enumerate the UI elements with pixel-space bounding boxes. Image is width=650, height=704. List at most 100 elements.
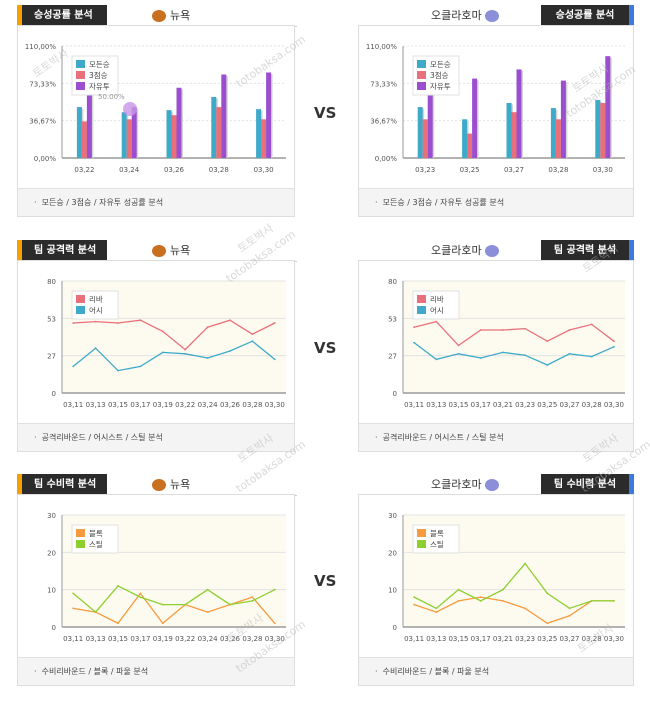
bar xyxy=(605,56,611,158)
x-tick-label: 03,15 xyxy=(448,635,468,643)
team-name: 뉴욕 xyxy=(170,478,191,491)
bar xyxy=(266,72,272,158)
x-tick-label: 03,17 xyxy=(130,635,150,643)
panel-footer: · 공격리바운드 / 어시스트 / 스틸 분석 xyxy=(359,423,633,451)
data-point xyxy=(590,599,593,602)
x-tick-label: 03,13 xyxy=(426,401,446,409)
x-tick-label: 03,28 xyxy=(582,401,602,409)
data-point xyxy=(479,329,482,331)
legend-label: 자유투 xyxy=(89,82,110,91)
footer-text: 수비리바운드 / 블록 / 파울 분석 xyxy=(41,667,149,676)
data-point xyxy=(457,344,460,347)
x-tick-label: 03,17 xyxy=(471,635,491,643)
x-tick-label: 03,23 xyxy=(515,401,535,409)
bar xyxy=(211,96,217,158)
panel-right-success: 0,00% 36,67% 73,33% 110,00% 03,23 03,25 03,27 0… xyxy=(358,25,634,217)
x-tick-label: 03,22 xyxy=(175,635,195,643)
data-point xyxy=(524,327,526,330)
bar xyxy=(131,107,137,158)
team-left: 뉴욕 xyxy=(152,478,190,492)
legend-swatch xyxy=(76,529,85,537)
y-tick-label: 0 xyxy=(393,390,397,398)
y-tick-label: 0 xyxy=(52,624,56,632)
y-tick-label: 36,67% xyxy=(29,118,56,126)
y-tick-label: 0,00% xyxy=(375,155,398,163)
section-tab-label: 승성공률 분석 xyxy=(34,10,93,21)
y-tick-label: 110,00% xyxy=(25,43,56,51)
legend-label: 블록 xyxy=(89,529,103,538)
panel-footer: · 수비리바운드 / 블록 / 파울 분석 xyxy=(18,657,294,685)
y-tick-label: 73,33% xyxy=(29,80,56,88)
legend-label: 자유투 xyxy=(430,82,451,91)
team-name: 오클라호마 xyxy=(431,9,482,22)
legend-swatch xyxy=(417,295,426,303)
series-line xyxy=(72,340,276,372)
data-point xyxy=(251,599,254,602)
footer-text: 모든승 / 3점승 / 자유투 성공률 분석 xyxy=(41,198,164,207)
legend-label: 스틸 xyxy=(430,540,444,549)
y-tick-label: 53 xyxy=(388,315,397,323)
panel-footer: · 모든승 / 3점승 / 자유투 성공률 분석 xyxy=(359,188,633,216)
data-point xyxy=(502,599,504,602)
data-point xyxy=(568,607,571,610)
section-tab-right: 승성공률 분석 xyxy=(541,5,634,27)
data-point xyxy=(273,358,276,361)
legend-swatch xyxy=(417,529,426,537)
legend-label: 블록 xyxy=(430,529,444,538)
section-tab-left: 팀 수비력 분석 xyxy=(17,474,107,496)
data-point xyxy=(161,351,164,354)
knicks-logo-icon xyxy=(152,10,166,22)
data-point xyxy=(546,592,549,595)
data-point xyxy=(72,607,75,610)
section-tab-left: 승성공률 분석 xyxy=(17,5,107,27)
bar xyxy=(550,108,556,158)
team-name: 오클라호마 xyxy=(431,244,482,257)
bar xyxy=(516,69,522,158)
legend-label: 모든승 xyxy=(430,60,451,69)
legend-swatch xyxy=(417,540,426,548)
x-tick-label: 03,24 xyxy=(198,635,219,643)
data-point xyxy=(435,611,438,613)
chart-left-success: 0,00% 36,67% 73,33% 110,00% 03,22 03,24 03,26 0… xyxy=(25,43,286,174)
data-point xyxy=(524,354,526,357)
data-point xyxy=(546,340,549,343)
x-tick-label: 03,28 xyxy=(242,401,262,409)
data-point xyxy=(184,352,187,355)
bar xyxy=(171,115,177,158)
y-tick-label: 36,67% xyxy=(370,118,397,126)
x-tick-label: 03,22 xyxy=(175,401,195,409)
bar xyxy=(176,87,182,158)
data-point xyxy=(139,596,142,599)
y-tick-label: 73,33% xyxy=(370,80,397,88)
team-name: 뉴욕 xyxy=(170,9,191,22)
knicks-logo-icon xyxy=(152,245,166,257)
data-point xyxy=(229,319,231,322)
team-name: 뉴욕 xyxy=(170,244,191,257)
data-point xyxy=(117,585,119,587)
y-tick-label: 0 xyxy=(393,624,397,632)
panel-left-success: 0,00% 36,67% 73,33% 110,00% 03,22 03,24 03,26 0… xyxy=(17,25,295,217)
legend-label: 어시 xyxy=(430,305,444,315)
data-point xyxy=(72,365,75,368)
series-line xyxy=(73,592,276,625)
data-point xyxy=(117,322,119,324)
x-tick-label: 03,24 xyxy=(119,166,140,174)
data-point xyxy=(206,326,209,329)
y-tick-label: 27 xyxy=(388,353,397,361)
legend-swatch xyxy=(76,295,85,303)
x-tick-label: 03,30 xyxy=(265,401,285,409)
data-point xyxy=(613,345,615,348)
data-point xyxy=(613,340,615,343)
section-tab-right: 팀 수비력 분석 xyxy=(541,474,634,496)
data-point xyxy=(206,611,209,613)
x-tick-label: 03,11 xyxy=(404,401,424,409)
x-tick-label: 03,30 xyxy=(254,166,274,174)
legend-label: 3점승 xyxy=(89,70,108,80)
bar xyxy=(555,119,561,158)
data-point xyxy=(546,622,549,625)
tooltip-text: 50.00% xyxy=(98,93,125,101)
x-tick-label: 03,25 xyxy=(460,166,480,174)
x-tick-label: 03,23 xyxy=(515,635,535,643)
x-tick-label: 03,25 xyxy=(537,401,557,409)
team-left: 뉴욕 xyxy=(152,244,190,258)
